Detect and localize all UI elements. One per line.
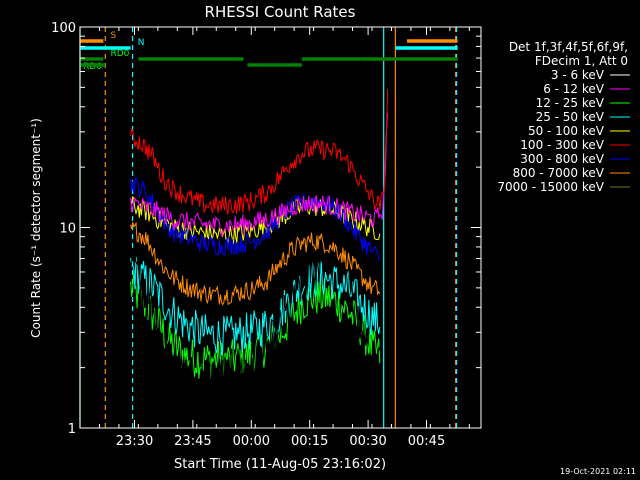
y-tick-label: 10 (59, 222, 76, 237)
legend-entry: 50 - 100 keV (528, 124, 605, 138)
series-line (130, 221, 381, 306)
legend-entry: 300 - 800 keV (520, 152, 604, 166)
attenuator-bars: S N RD0 RD6 (80, 31, 458, 72)
series-line (130, 213, 381, 409)
legend-entry: 25 - 50 keV (536, 110, 605, 124)
x-tick-label: 00:45 (408, 434, 445, 449)
legend-entry: 100 - 300 keV (520, 138, 604, 152)
bar-label: RD0 (110, 49, 129, 59)
timestamp: 19-Oct-2021 02:11 (560, 467, 636, 476)
y-axis: 1 10 100 (51, 21, 481, 437)
x-tick-label: 23:30 (116, 434, 153, 449)
chart-title: RHESSI Count Rates (205, 3, 356, 21)
series-line (130, 89, 389, 215)
legend-entry: 12 - 25 keV (536, 96, 605, 110)
series-line (130, 271, 381, 379)
x-tick-label: 00:00 (233, 434, 270, 449)
x-tick-label: 00:15 (291, 434, 328, 449)
series-line (130, 256, 381, 356)
legend-entry: 3 - 6 keV (551, 68, 605, 82)
series-group (130, 89, 389, 409)
annotation-rd6: RD6 (83, 62, 102, 72)
bar-label: N (138, 38, 145, 48)
legend-entry: 800 - 7000 keV (513, 166, 605, 180)
y-tick-label: 100 (51, 21, 76, 36)
bar-label: S (110, 31, 116, 41)
legend-header: FDecim 1, Att 0 (535, 54, 628, 68)
series-line (130, 113, 389, 237)
vertical-markers (79, 27, 458, 428)
legend-entry: 7000 - 15000 keV (497, 180, 604, 194)
x-axis: 23:30 23:45 00:00 00:15 00:30 00:45 (79, 27, 470, 449)
series-line (130, 175, 381, 262)
legend-header: Det 1f,3f,4f,5f,6f,9f, (509, 40, 628, 54)
y-axis-label: Count Rate (s⁻¹ detector segment⁻¹) (29, 118, 43, 338)
x-tick-label: 00:30 (349, 434, 386, 449)
legend: Det 1f,3f,4f,5f,6f,9f,FDecim 1, Att 03 -… (497, 40, 630, 194)
x-tick-label: 23:45 (174, 434, 211, 449)
legend-entry: 6 - 12 keV (543, 82, 605, 96)
y-tick-label: 1 (68, 422, 76, 437)
x-axis-label: Start Time (11-Aug-05 23:16:02) (174, 457, 386, 472)
